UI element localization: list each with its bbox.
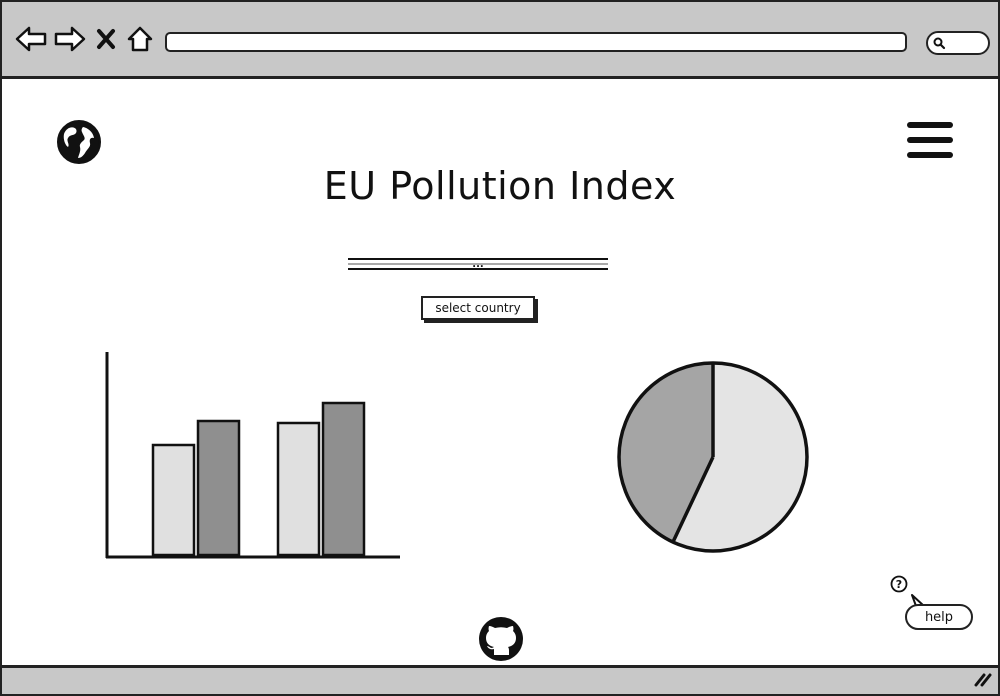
help-button[interactable]: help: [905, 604, 973, 630]
globe-icon: [56, 119, 102, 169]
address-bar-input[interactable]: [165, 32, 907, 52]
slider-handle: ...: [472, 259, 483, 270]
browser-search-button[interactable]: [926, 31, 990, 55]
svg-text:?: ?: [896, 578, 902, 591]
home-icon[interactable]: [123, 22, 157, 56]
help-question-icon[interactable]: ?: [890, 575, 908, 597]
browser-toolbar: [2, 2, 998, 79]
resize-grip-icon: [972, 671, 992, 691]
back-arrow-icon[interactable]: [14, 22, 48, 56]
browser-status-bar: [2, 665, 998, 694]
github-icon[interactable]: [477, 615, 525, 667]
pie-slice-1: [672, 363, 807, 551]
select-country-button[interactable]: select country: [421, 296, 535, 320]
bar-group1-series1: [151, 443, 196, 557]
pie-divider: [671, 456, 715, 543]
bar-group1-series2: [196, 419, 241, 557]
bar-group2-series1: [276, 421, 321, 557]
search-icon: [933, 37, 946, 50]
pie-chart: [617, 361, 809, 553]
bar-chart: [105, 352, 400, 559]
range-slider[interactable]: ...: [347, 256, 609, 276]
pie-slice-2: [619, 363, 713, 543]
close-icon[interactable]: [91, 22, 121, 56]
hamburger-menu-icon[interactable]: [907, 122, 953, 167]
bar-group2-series2: [321, 401, 366, 557]
forward-arrow-icon[interactable]: [53, 22, 87, 56]
page-title: EU Pollution Index: [323, 164, 677, 208]
